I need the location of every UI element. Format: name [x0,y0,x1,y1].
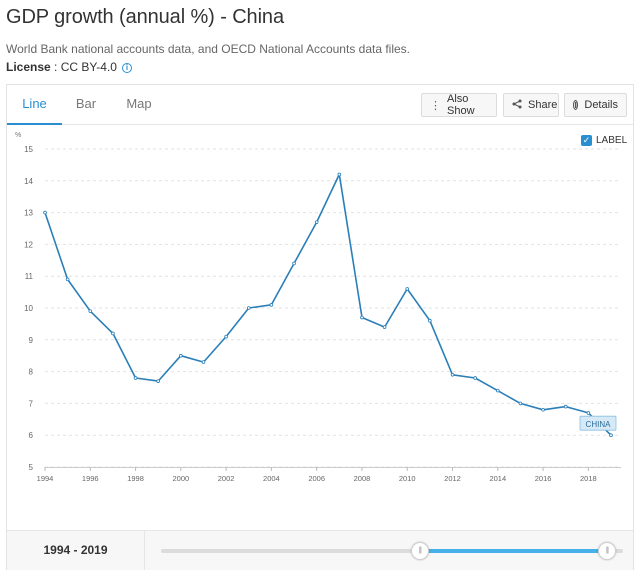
x-tick-label: 1998 [127,474,144,483]
data-point [495,388,500,393]
tab-bar[interactable]: Bar [75,96,97,111]
vertical-dots-icon: ⋮ [430,99,441,112]
y-tick-label: 10 [24,304,33,313]
data-point [269,303,274,307]
data-point [201,360,206,364]
data-point [111,331,115,336]
range-footer: 1994 - 2019 ||| ||| [7,530,633,570]
data-point [179,353,183,358]
data-point [224,334,228,339]
data-point [360,315,364,320]
data-point [609,433,613,438]
label-toggle-text: LABEL [596,135,628,146]
data-point [337,172,342,177]
share-button[interactable]: Share [503,93,559,117]
tab-line[interactable]: Line [7,85,62,125]
share-label: Share [528,99,558,111]
series-line-china [44,173,612,436]
data-point [133,376,138,380]
also-show-label: Also Show [447,93,475,117]
data-point [65,277,70,282]
slider-end-handle[interactable]: ||| [597,542,616,560]
info-icon: i [573,99,579,111]
license-label: License [6,60,51,74]
license-value: : CC BY-4.0 [50,60,117,74]
data-point [450,372,455,377]
x-tick-label: 2018 [580,474,597,483]
label-checkbox[interactable]: ✓ [581,135,592,146]
data-point [314,220,319,224]
data-point [518,401,523,406]
series-label-china: CHINA [586,420,612,429]
data-point [563,404,568,409]
data-source: World Bank national accounts data, and O… [6,42,411,56]
label-toggle[interactable]: ✓ LABEL [581,135,627,146]
details-label: Details [584,99,618,111]
line-chart: % 5 6 7 8 9 10 11 12 13 14 15 1994 1996 1998 2000 2002 20… [15,132,621,483]
data-point [405,287,410,291]
series-label-box [579,415,617,431]
year-range-label: 1994 - 2019 [7,531,145,570]
slider-start-handle[interactable]: ||| [410,542,429,560]
y-tick-label: 12 [24,240,33,249]
slider-fill [419,549,607,553]
y-tick-label: 8 [29,368,34,377]
also-show-button[interactable]: ⋮ Also Show [421,93,497,117]
x-tick-label: 2010 [399,474,416,483]
page-title: GDP growth (annual %) - China [6,6,284,28]
data-point [43,210,47,215]
data-point [541,407,545,412]
x-tick-label: 2012 [444,474,461,483]
data-point [156,379,161,383]
tab-map[interactable]: Map [126,96,152,111]
y-tick-label: 11 [25,272,34,281]
y-tick-label: 9 [29,336,34,345]
x-tick-label: 2006 [308,474,325,483]
x-tick-label: 2008 [354,474,371,483]
data-point [88,309,93,313]
x-tick-label: 1996 [82,474,99,483]
data-point [586,411,591,415]
y-axis-unit: % [15,132,21,139]
y-tick-label: 13 [24,209,33,218]
info-icon[interactable]: i [121,63,132,73]
x-tick-label: 2002 [218,474,235,483]
x-tick-label: 2004 [263,474,280,483]
license-line: License : CC BY-4.0 i [6,60,132,74]
share-icon [512,99,522,112]
y-tick-label: 14 [24,177,33,186]
chart-panel: Line Bar Map ⋮ Also Show Share i Details… [6,84,634,570]
year-range-slider[interactable]: ||| ||| [161,542,623,560]
details-button[interactable]: i Details [564,93,627,117]
x-tick-label: 1994 [37,474,54,483]
data-point [292,261,296,266]
data-point [382,325,387,329]
data-point [246,306,251,310]
view-tabs: Line Bar Map ⋮ Also Show Share i Details [7,85,633,125]
x-tick-label: 2014 [489,474,506,483]
x-tick-label: 2016 [535,474,552,483]
x-tick-label: 2000 [172,474,189,483]
data-point [428,318,432,323]
y-tick-label: 15 [24,145,33,154]
data-point [473,376,477,380]
y-tick-label: 7 [29,399,34,408]
y-tick-label: 6 [29,431,34,440]
y-tick-label: 5 [29,463,34,472]
